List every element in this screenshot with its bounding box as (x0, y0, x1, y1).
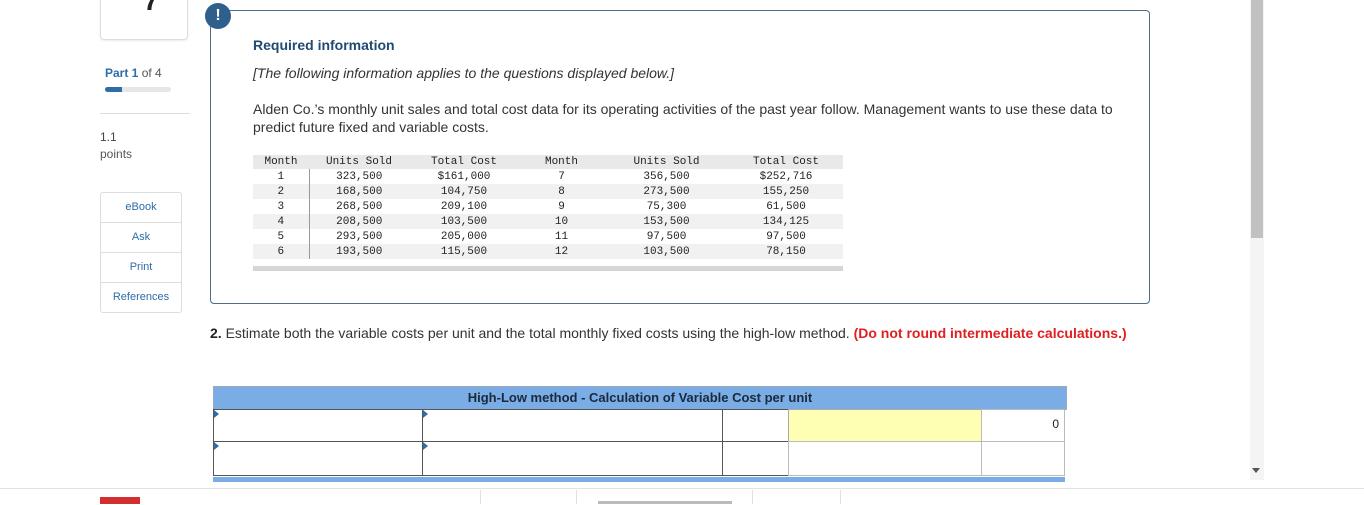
table-cell: $252,716 (729, 169, 843, 184)
dropdown-marker-icon (214, 442, 219, 450)
table-row: 3 268,500 209,100 9 75,300 61,500 (253, 199, 843, 214)
table-cell: 273,500 (604, 184, 729, 199)
scrollbar-thumb[interactable] (1251, 0, 1263, 238)
table-cell: 97,500 (729, 229, 843, 244)
sidebar-divider (100, 113, 190, 114)
resource-links: eBook Ask Print References (100, 192, 182, 313)
table-cell: 103,500 (409, 214, 519, 229)
table-cell: 12 (519, 244, 604, 259)
part-progress-bar (105, 87, 171, 92)
table-cell: 2 (253, 184, 310, 199)
table-cell: 104,750 (409, 184, 519, 199)
table-row: 6 193,500 115,500 12 103,500 78,150 (253, 244, 843, 259)
col-cost-1: Total Cost (409, 155, 519, 169)
col-units-2: Units Sold (604, 155, 729, 169)
table-cell: 97,500 (604, 229, 729, 244)
table-cell: 134,125 (729, 214, 843, 229)
toolbar-divider (576, 490, 577, 504)
references-link[interactable]: References (112, 291, 170, 303)
table-scroll-bar[interactable] (253, 266, 843, 271)
table-cell: 61,500 (729, 199, 843, 214)
table-cell: 3 (253, 199, 310, 214)
table-cell: 8 (519, 184, 604, 199)
table-cell: 268,500 (309, 199, 409, 214)
grid-row1-label-input[interactable] (213, 409, 423, 442)
table-row: 4 208,500 103,500 10 153,500 134,125 (253, 214, 843, 229)
grid-footer-bar (213, 477, 1065, 482)
table-cell: $161,000 (409, 169, 519, 184)
question-number-label: 2. (210, 325, 222, 341)
table-cell: 323,500 (309, 169, 409, 184)
question-number-card: 7 (100, 0, 188, 40)
table-cell: 208,500 (309, 214, 409, 229)
table-row: 2 168,500 104,750 8 273,500 155,250 (253, 184, 843, 199)
table-row: 1 323,500 $161,000 7 356,500 $252,716 (253, 169, 843, 184)
dropdown-marker-icon (214, 410, 219, 418)
ebook-link[interactable]: eBook (101, 193, 181, 223)
dropdown-marker-icon (423, 410, 428, 418)
high-low-grid-title: High-Low method - Calculation of Variabl… (213, 386, 1067, 410)
question-instruction: (Do not round intermediate calculations.… (853, 325, 1127, 341)
bottom-toolbar (0, 488, 1364, 505)
table-cell: 78,150 (729, 244, 843, 259)
table-cell: 168,500 (309, 184, 409, 199)
monthly-data-table: Month Units Sold Total Cost Month Units … (253, 155, 843, 259)
scroll-down-arrow-icon[interactable] (1252, 468, 1260, 473)
table-row: 5 293,500 205,000 11 97,500 97,500 (253, 229, 843, 244)
points-label: points (100, 147, 133, 161)
table-cell: 205,000 (409, 229, 519, 244)
table-cell: 75,300 (604, 199, 729, 214)
table-cell: 193,500 (309, 244, 409, 259)
table-cell: 209,100 (409, 199, 519, 214)
grid-row1-calculated-cell (788, 409, 982, 442)
grid-row2-result (981, 441, 1065, 476)
col-month-2: Month (519, 155, 604, 169)
grid-row1-result: 0 (981, 409, 1065, 442)
print-link[interactable]: Print (101, 253, 181, 283)
question-number: 7 (143, 0, 159, 16)
table-cell: 7 (519, 169, 604, 184)
table-cell: 9 (519, 199, 604, 214)
toolbar-divider (480, 490, 481, 504)
toolbar-divider (752, 490, 753, 504)
table-cell: 153,500 (604, 214, 729, 229)
applies-note: [The following information applies to th… (253, 65, 675, 81)
grid-row2-calculated-cell (788, 441, 982, 476)
table-cell: 11 (519, 229, 604, 244)
table-cell: 115,500 (409, 244, 519, 259)
problem-description: Alden Co.’s monthly unit sales and total… (253, 101, 1113, 135)
table-cell: 5 (253, 229, 310, 244)
col-units-1: Units Sold (309, 155, 409, 169)
table-cell: 1 (253, 169, 310, 184)
grid-row2-cost-input[interactable] (722, 441, 789, 476)
table-cell: 6 (253, 244, 310, 259)
table-cell: 293,500 (309, 229, 409, 244)
publisher-logo (100, 497, 140, 504)
grid-row1-cost-input[interactable] (722, 409, 789, 442)
question-prompt: 2. Estimate both the variable costs per … (210, 324, 1150, 342)
points-value: 1.1 (100, 130, 117, 144)
table-cell: 10 (519, 214, 604, 229)
table-cell: 356,500 (604, 169, 729, 184)
grid-row1-units-input[interactable] (422, 409, 723, 442)
table-cell: 4 (253, 214, 310, 229)
dropdown-marker-icon (423, 442, 428, 450)
part-progress-fill (105, 87, 122, 92)
alert-icon: ! (205, 3, 231, 29)
part-indicator: Part 1 of 4 (105, 66, 162, 80)
part-of: of 4 (141, 66, 162, 80)
toolbar-divider (840, 490, 841, 504)
grid-row2-label-input[interactable] (213, 441, 423, 476)
part-label: Part 1 (105, 66, 139, 80)
table-cell: 103,500 (604, 244, 729, 259)
required-information-heading: Required information (253, 37, 395, 53)
ask-link[interactable]: Ask (101, 223, 181, 253)
question-text: Estimate both the variable costs per uni… (221, 325, 854, 341)
grid-row2-units-input[interactable] (422, 441, 723, 476)
table-cell: 155,250 (729, 184, 843, 199)
table-header-row: Month Units Sold Total Cost Month Units … (253, 155, 843, 169)
col-cost-2: Total Cost (729, 155, 843, 169)
toolbar-page-control[interactable] (598, 501, 732, 504)
col-month-1: Month (253, 155, 309, 169)
